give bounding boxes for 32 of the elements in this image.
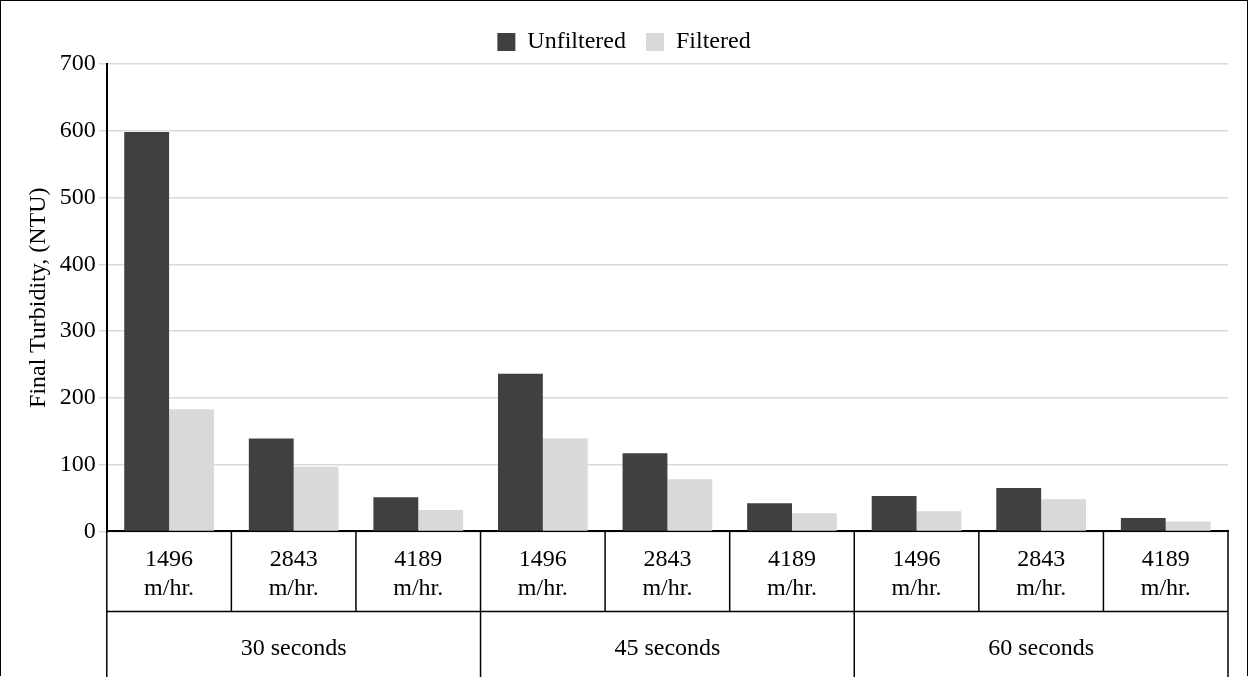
legend-label: Filtered <box>675 27 751 54</box>
y-tick-label: 700 <box>59 49 96 76</box>
bar <box>124 132 170 531</box>
legend-label: Unfiltered <box>527 27 626 54</box>
text: 30 seconds <box>240 633 347 660</box>
y-tick-label: 500 <box>59 182 96 209</box>
x-tick-label: 1496 m/hr. <box>517 545 568 600</box>
x-tick-label: 1496 m/hr. <box>144 545 195 600</box>
bar <box>871 496 917 531</box>
bar <box>373 497 419 531</box>
y-tick-label: 0 <box>83 516 96 543</box>
text: 45 seconds <box>614 633 721 660</box>
x-tick-label: 4189 m/hr. <box>1140 545 1191 600</box>
text: 60 seconds <box>988 633 1095 660</box>
x-tick-label: 2843 m/hr. <box>642 545 693 600</box>
bar <box>248 438 294 531</box>
y-axis-title: Final Turbidity, (NTU) <box>23 187 50 408</box>
x-tick-label: 2843 m/hr. <box>1016 545 1067 600</box>
x-tick-label: 2843 m/hr. <box>268 545 319 600</box>
bar <box>996 488 1042 531</box>
y-tick-label: 400 <box>59 249 96 276</box>
bar <box>1120 518 1166 531</box>
x-tick-label: 4189 m/hr. <box>393 545 444 600</box>
bar <box>747 503 792 531</box>
y-tick-label: 200 <box>59 383 96 410</box>
y-tick-label: 100 <box>59 449 96 476</box>
x-tick-label: 4189 m/hr. <box>766 545 817 600</box>
bar <box>497 373 543 531</box>
bar <box>622 453 668 531</box>
y-tick-label: 600 <box>59 116 96 143</box>
y-tick-label: 300 <box>59 316 96 343</box>
x-tick-label: 1496 m/hr. <box>891 545 942 600</box>
